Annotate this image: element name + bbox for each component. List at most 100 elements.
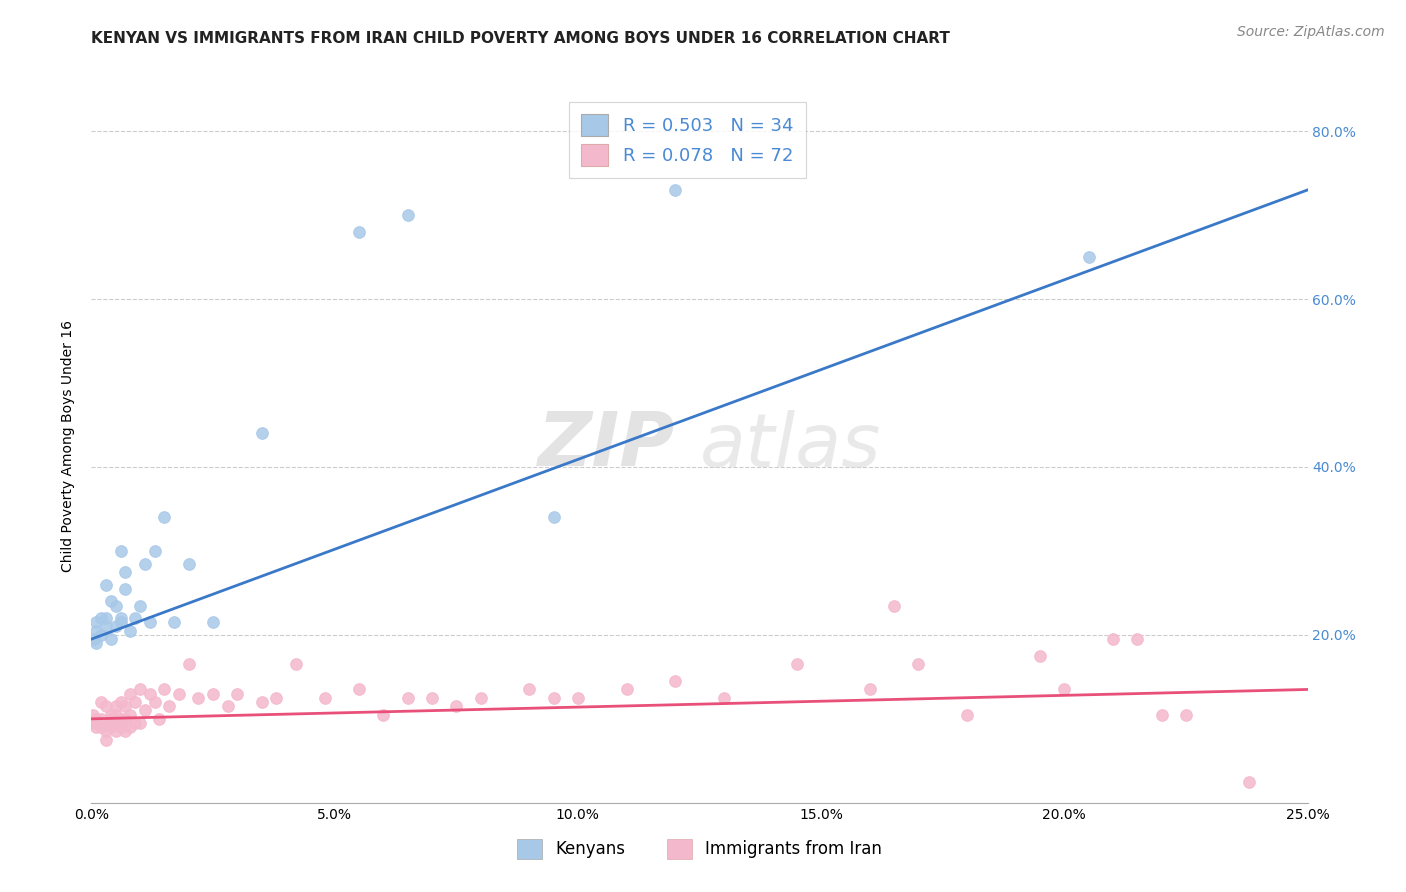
- Point: [110, 611, 132, 625]
- Point: [84, 720, 107, 734]
- Point: [1077, 250, 1099, 264]
- Point: [84, 712, 107, 726]
- Text: Source: ZipAtlas.com: Source: ZipAtlas.com: [1237, 25, 1385, 39]
- Point: [114, 582, 136, 596]
- Point: [124, 716, 146, 731]
- Point: [517, 682, 540, 697]
- Point: [129, 682, 152, 697]
- Legend: Kenyans, Immigrants from Iran: Kenyans, Immigrants from Iran: [510, 832, 889, 866]
- Point: [616, 682, 638, 697]
- Point: [90, 712, 112, 726]
- Point: [1126, 632, 1149, 646]
- Point: [100, 707, 122, 722]
- Point: [94, 611, 117, 625]
- Point: [94, 699, 117, 714]
- Point: [120, 687, 142, 701]
- Point: [94, 724, 117, 739]
- Y-axis label: Child Poverty Among Boys Under 16: Child Poverty Among Boys Under 16: [62, 320, 76, 572]
- Point: [104, 707, 127, 722]
- Point: [226, 687, 249, 701]
- Point: [139, 687, 162, 701]
- Point: [90, 611, 112, 625]
- Point: [84, 624, 107, 638]
- Point: [1029, 648, 1052, 663]
- Point: [1102, 632, 1125, 646]
- Point: [396, 208, 419, 222]
- Point: [1053, 682, 1076, 697]
- Point: [163, 615, 186, 630]
- Point: [543, 690, 565, 705]
- Point: [104, 619, 127, 633]
- Point: [104, 724, 127, 739]
- Point: [114, 712, 136, 726]
- Point: [124, 695, 146, 709]
- Point: [129, 599, 152, 613]
- Point: [114, 565, 136, 579]
- Point: [157, 699, 180, 714]
- Point: [120, 720, 142, 734]
- Point: [134, 557, 156, 571]
- Point: [100, 720, 122, 734]
- Point: [250, 695, 273, 709]
- Point: [1237, 774, 1260, 789]
- Point: [94, 577, 117, 591]
- Point: [110, 712, 132, 726]
- Point: [82, 707, 104, 722]
- Point: [177, 657, 200, 672]
- Point: [373, 707, 395, 722]
- Point: [202, 687, 225, 701]
- Point: [284, 657, 307, 672]
- Point: [202, 615, 225, 630]
- Point: [543, 510, 565, 524]
- Point: [859, 682, 882, 697]
- Point: [94, 732, 117, 747]
- Point: [148, 712, 170, 726]
- Point: [90, 695, 112, 709]
- Point: [567, 690, 589, 705]
- Point: [153, 510, 176, 524]
- Point: [84, 636, 107, 650]
- Text: KENYAN VS IMMIGRANTS FROM IRAN CHILD POVERTY AMONG BOYS UNDER 16 CORRELATION CHA: KENYAN VS IMMIGRANTS FROM IRAN CHILD POV…: [91, 31, 950, 46]
- Point: [420, 690, 443, 705]
- Point: [84, 716, 107, 731]
- Point: [94, 716, 117, 731]
- Point: [264, 690, 287, 705]
- Point: [104, 599, 127, 613]
- Point: [907, 657, 929, 672]
- Text: ZIP: ZIP: [538, 409, 675, 483]
- Point: [1150, 707, 1173, 722]
- Point: [167, 687, 190, 701]
- Point: [90, 628, 112, 642]
- Point: [1175, 707, 1198, 722]
- Point: [83, 716, 105, 731]
- Point: [110, 720, 132, 734]
- Point: [114, 724, 136, 739]
- Point: [139, 615, 162, 630]
- Point: [250, 426, 273, 441]
- Point: [129, 716, 152, 731]
- Point: [143, 695, 166, 709]
- Point: [94, 619, 117, 633]
- Point: [84, 615, 107, 630]
- Point: [470, 690, 492, 705]
- Point: [104, 716, 127, 731]
- Point: [90, 720, 112, 734]
- Point: [120, 707, 142, 722]
- Point: [83, 632, 105, 646]
- Point: [786, 657, 808, 672]
- Point: [956, 707, 979, 722]
- Point: [110, 615, 132, 630]
- Point: [396, 690, 419, 705]
- Point: [713, 690, 735, 705]
- Point: [100, 632, 122, 646]
- Point: [153, 682, 176, 697]
- Point: [347, 682, 370, 697]
- Point: [314, 690, 336, 705]
- Point: [104, 699, 127, 714]
- Point: [124, 611, 146, 625]
- Point: [187, 690, 209, 705]
- Point: [883, 599, 905, 613]
- Point: [100, 594, 122, 608]
- Point: [217, 699, 239, 714]
- Text: atlas: atlas: [699, 410, 882, 482]
